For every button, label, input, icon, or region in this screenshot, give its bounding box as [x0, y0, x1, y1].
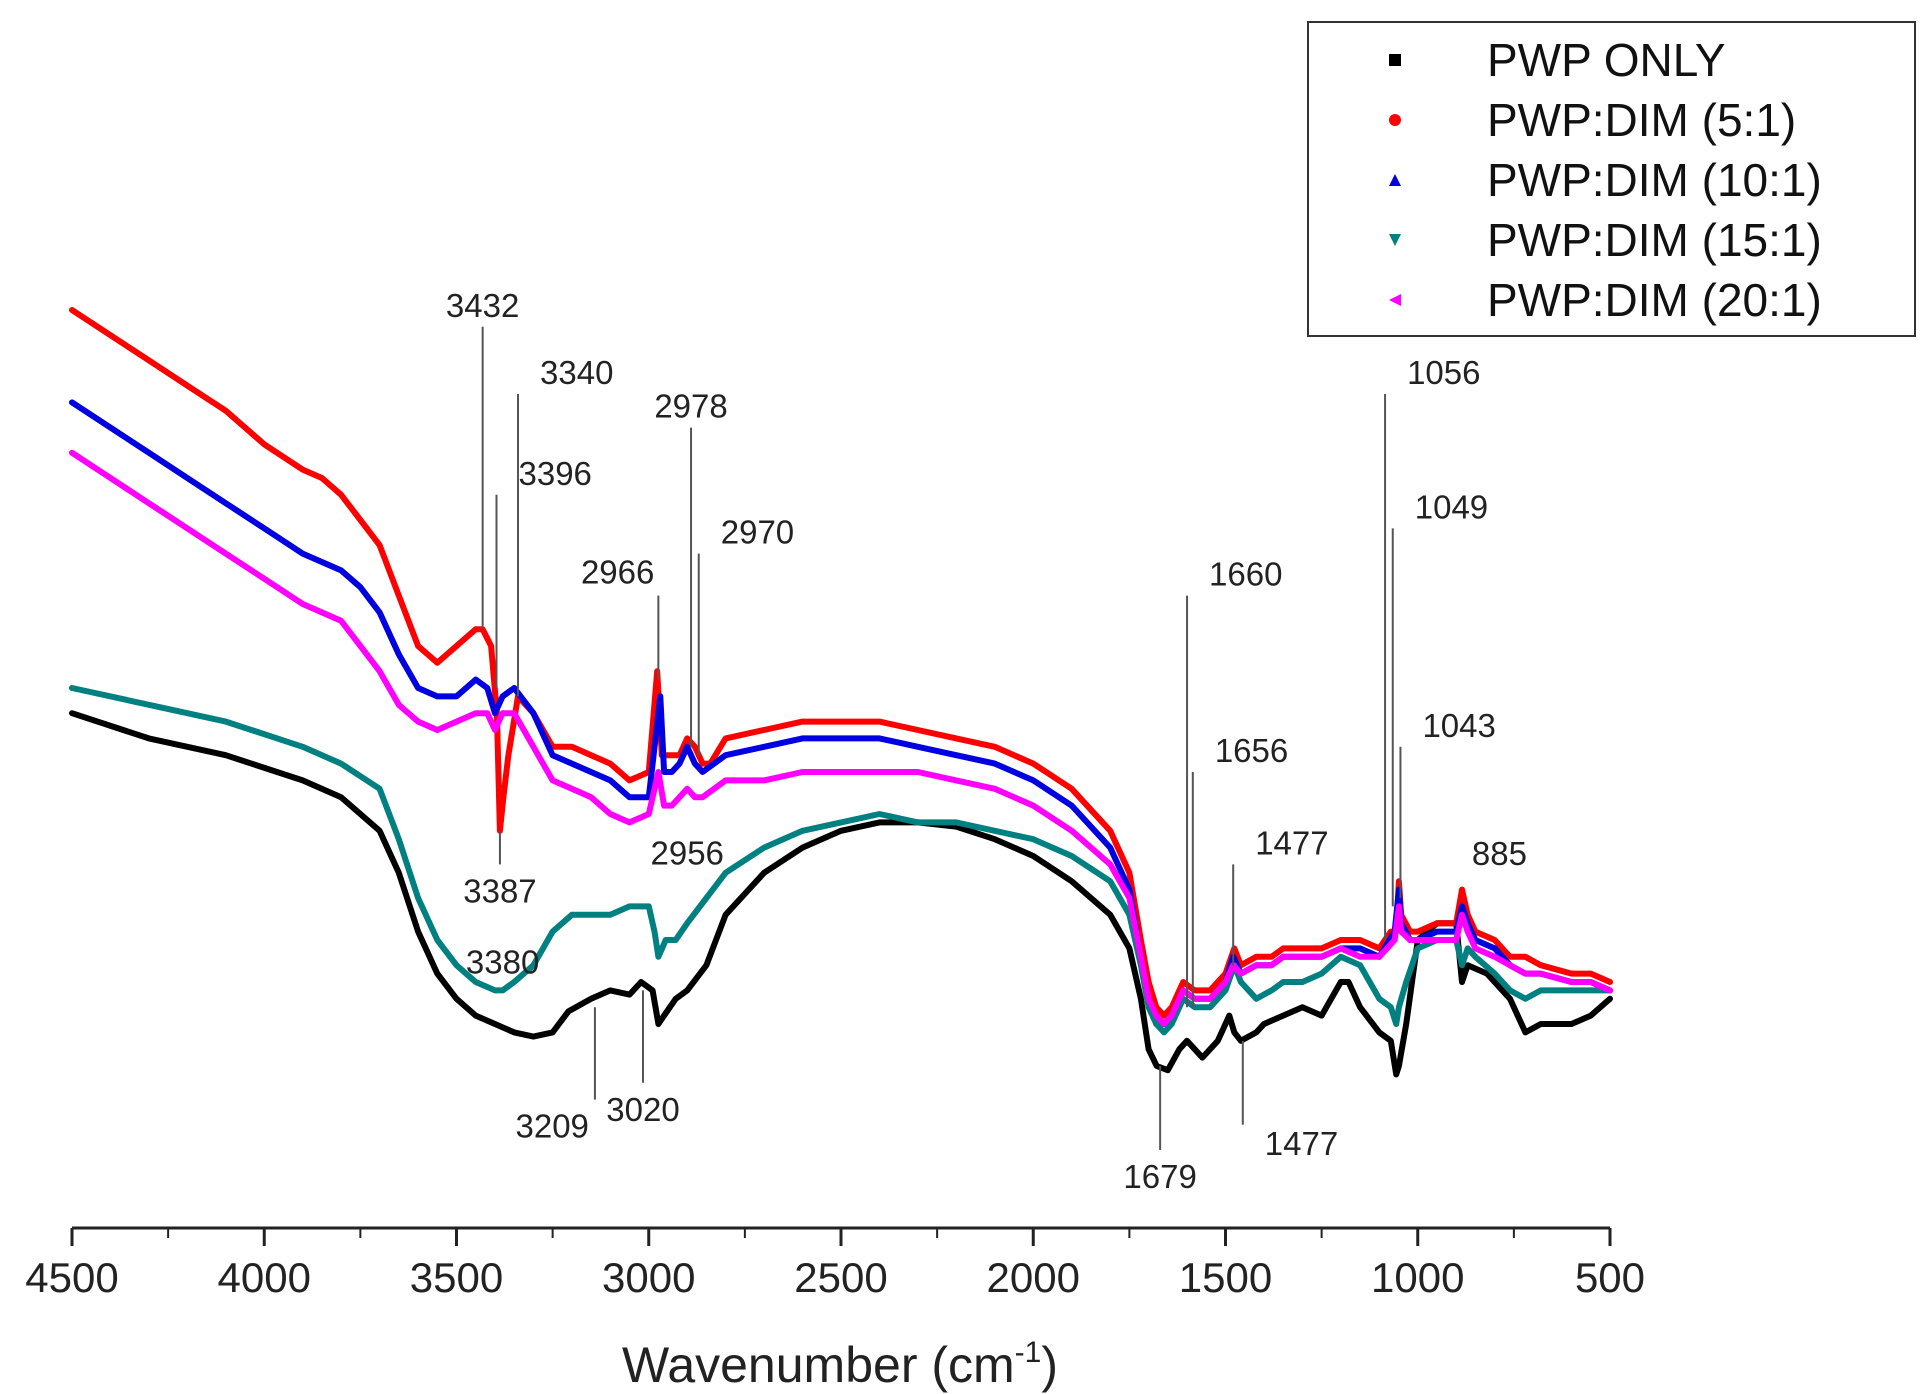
peak-label-3209: 3209 [515, 1108, 588, 1145]
series-layer [69, 307, 1613, 1078]
series-line-2 [69, 307, 1613, 1019]
x-axis-title: Wavenumber (cm-1) [622, 1336, 1058, 1393]
legend-box [1307, 21, 1916, 337]
peak-label-1477: 1477 [1265, 1125, 1338, 1162]
legend: PWP ONLY PWP:DIM (5:1) PWP:DIM (10:1) PWP:D… [1307, 21, 1916, 337]
peak-label-1660: 1660 [1209, 556, 1282, 593]
peak-label-3380: 3380 [466, 944, 539, 981]
x-axis-title-superscript: -1 [1015, 1336, 1042, 1369]
x-tick-label-1000: 1000 [1371, 1254, 1464, 1301]
series-line-5 [69, 449, 1613, 1027]
peak-label-1477: 1477 [1255, 824, 1328, 861]
x-tick-label-4000: 4000 [218, 1254, 311, 1301]
peak-label-2966: 2966 [581, 554, 654, 591]
peak-label-1049: 1049 [1415, 488, 1488, 525]
peak-label-2956: 2956 [650, 834, 723, 871]
x-axis: 4500 4000 3500 3000 2500 2000 1500 1000 500 [25, 1226, 1645, 1301]
x-tick-label-1500: 1500 [1179, 1254, 1272, 1301]
peak-label-1679: 1679 [1123, 1158, 1196, 1195]
peak-label-3387: 3387 [463, 872, 536, 909]
legend-marker-3 [1389, 174, 1401, 186]
legend-marker-4 [1389, 234, 1401, 246]
x-tick-label-500: 500 [1575, 1254, 1645, 1301]
peak-annotations: 3432 3340 3396 2978 2970 2966 1660 1656 1477 1056… [446, 287, 1527, 1195]
legend-marker-1 [1389, 54, 1401, 66]
x-tick-label-3500: 3500 [410, 1254, 503, 1301]
peak-label-2978: 2978 [654, 388, 727, 425]
x-axis-title-close: ) [1041, 1337, 1058, 1393]
legend-label-2: PWP:DIM (5:1) [1487, 94, 1796, 146]
peak-label-3020: 3020 [606, 1091, 679, 1128]
legend-marker-2 [1389, 114, 1401, 126]
peak-label-1656: 1656 [1215, 732, 1288, 769]
peak-label-885: 885 [1472, 835, 1527, 872]
legend-label-4: PWP:DIM (15:1) [1487, 214, 1822, 266]
legend-label-5: PWP:DIM (20:1) [1487, 274, 1822, 326]
legend-marker-5 [1389, 294, 1401, 306]
legend-label-1: PWP ONLY [1487, 34, 1726, 86]
x-axis-title-main: Wavenumber (cm [622, 1337, 1015, 1393]
peak-label-1056: 1056 [1407, 354, 1480, 391]
series-line-1 [69, 710, 1613, 1078]
x-tick-label-2000: 2000 [987, 1254, 1080, 1301]
x-tick-label-4500: 4500 [25, 1254, 118, 1301]
peak-label-2970: 2970 [721, 514, 794, 551]
peak-label-1043: 1043 [1422, 707, 1495, 744]
legend-label-3: PWP:DIM (10:1) [1487, 154, 1822, 206]
x-tick-label-2500: 2500 [794, 1254, 887, 1301]
series-line-4 [69, 685, 1613, 1036]
peak-label-3432: 3432 [446, 287, 519, 324]
peak-label-3340: 3340 [540, 354, 613, 391]
x-tick-label-3000: 3000 [602, 1254, 695, 1301]
peak-label-3396: 3396 [518, 455, 591, 492]
series-line-3 [69, 399, 1613, 1027]
